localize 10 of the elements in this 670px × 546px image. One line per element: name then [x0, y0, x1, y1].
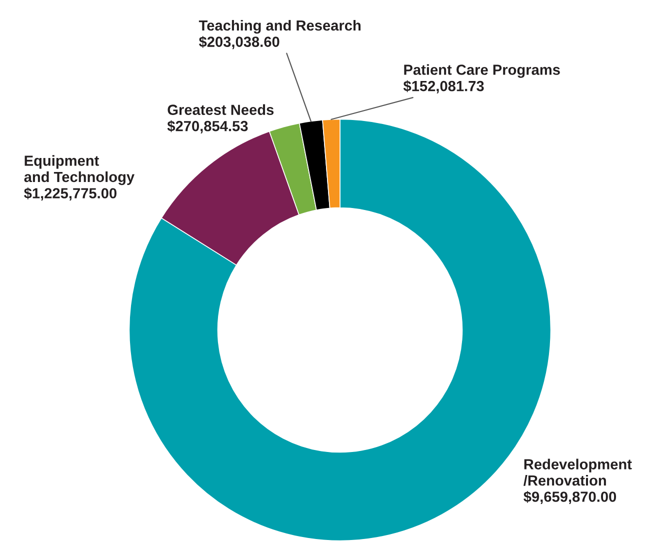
slice-label: Teaching and Research: [198, 20, 361, 34]
slice-label: Redevelopment /Renovation: [524, 458, 632, 486]
data-label: $1,225,775.00: [24, 187, 116, 201]
data-label: $9,659,870.00: [524, 490, 616, 504]
slice-label: Patient Care Programs: [404, 64, 560, 78]
slice-label: Equipment and Technology: [24, 155, 134, 186]
data-label: $270,854.53: [167, 120, 248, 134]
data-label: $203,038.60: [198, 36, 280, 50]
data-label: $152,081.73: [403, 80, 484, 94]
slice-label: Greatest Needs: [168, 104, 274, 116]
